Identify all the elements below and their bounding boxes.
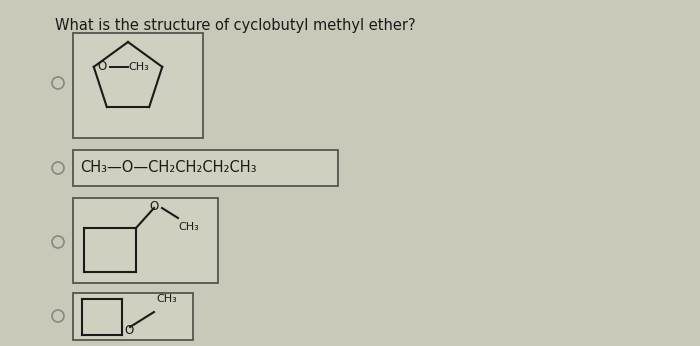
Text: O: O (149, 200, 159, 212)
Text: CH₃—O—CH₂CH₂CH₂CH₃: CH₃—O—CH₂CH₂CH₂CH₃ (80, 161, 256, 175)
Text: CH₃: CH₃ (129, 62, 150, 72)
Text: CH₃: CH₃ (178, 222, 199, 232)
Bar (73, 150, 338, 186)
Bar (73, 293, 193, 340)
Bar (73, 33, 203, 138)
Text: O: O (98, 60, 107, 73)
Text: O: O (124, 324, 133, 337)
Bar (73, 198, 218, 283)
Text: CH₃: CH₃ (156, 294, 176, 304)
Text: What is the structure of cyclobutyl methyl ether?: What is the structure of cyclobutyl meth… (55, 18, 416, 33)
